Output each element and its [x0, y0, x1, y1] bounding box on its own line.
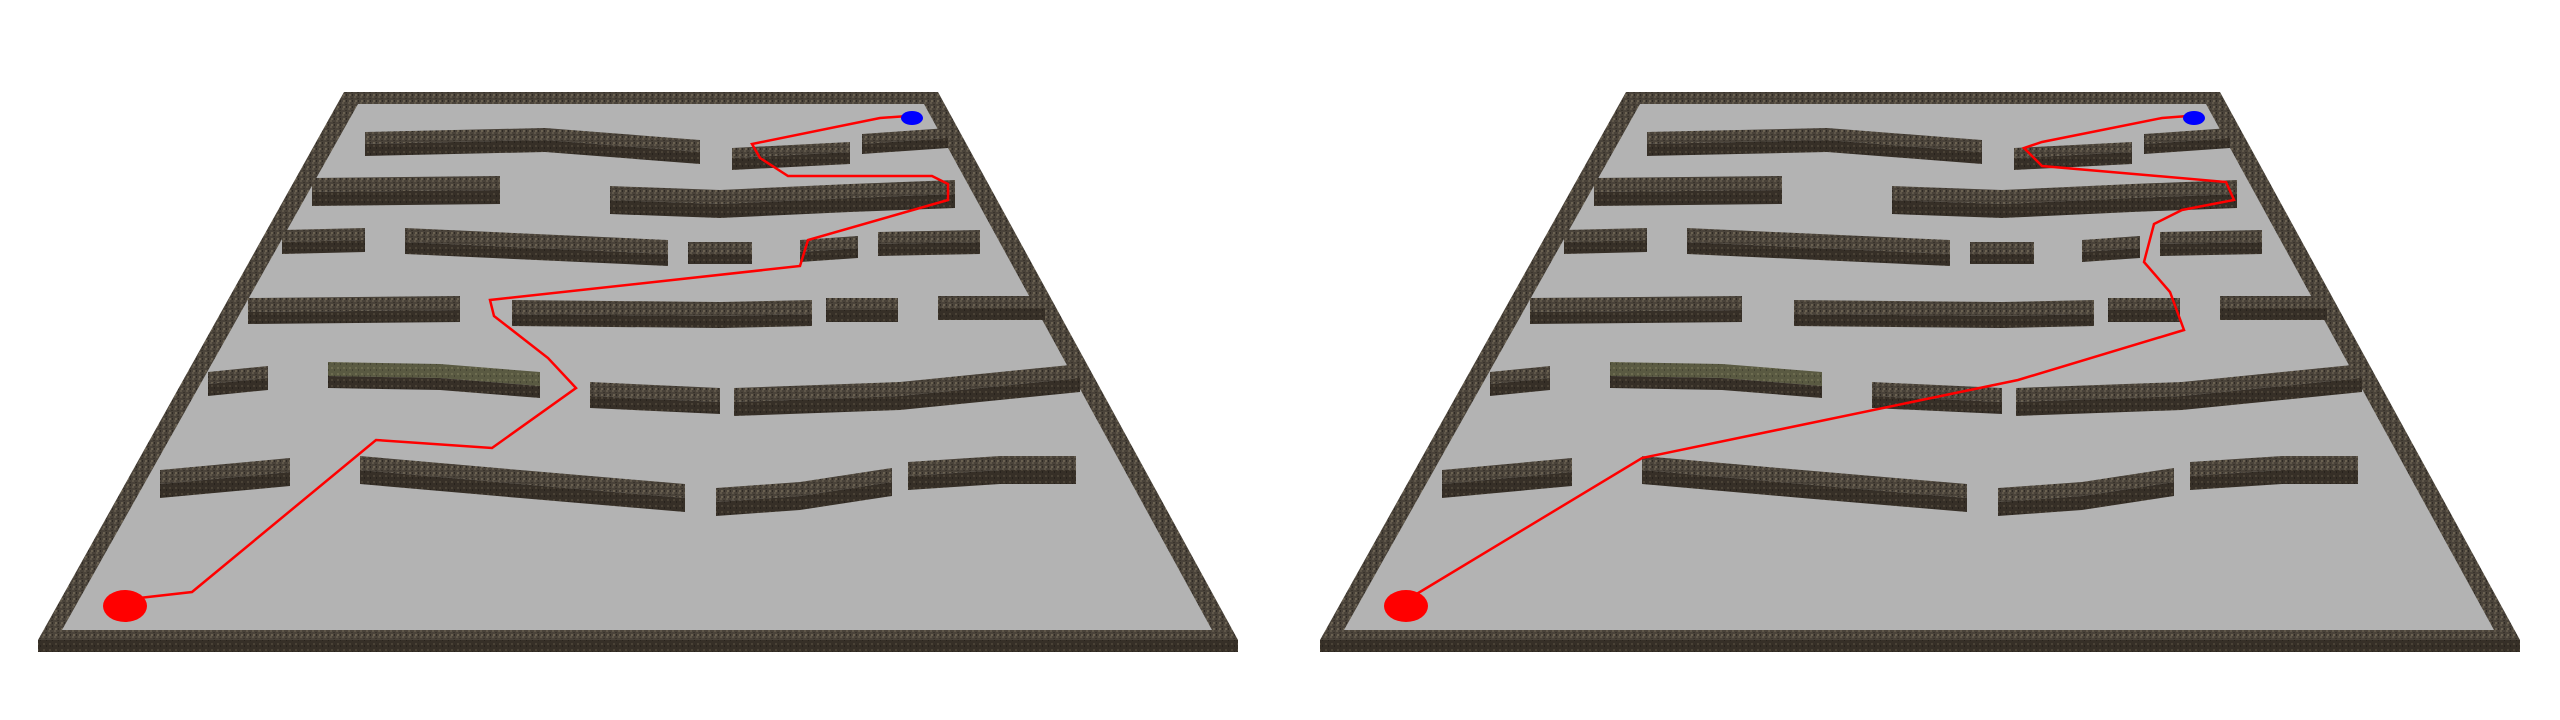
right-maze-panel: [1320, 92, 2520, 652]
right-maze-board: [1320, 92, 2520, 652]
left-start-marker: [103, 590, 147, 622]
left-maze-board: [38, 92, 1238, 652]
right-goal-marker: [2183, 111, 2205, 125]
left-maze-panel: [38, 92, 1238, 652]
left-planned-path: [121, 114, 950, 602]
right-planned-path: [1399, 114, 2236, 606]
right-start-marker: [1384, 590, 1428, 622]
left-goal-marker: [901, 111, 923, 125]
